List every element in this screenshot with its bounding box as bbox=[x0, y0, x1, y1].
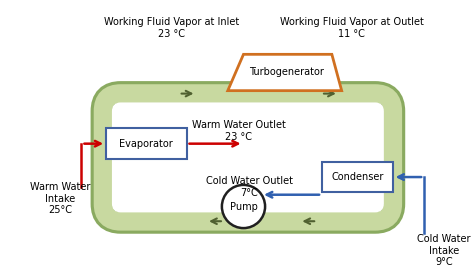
Text: Cold Water Outlet
7°C: Cold Water Outlet 7°C bbox=[206, 176, 293, 198]
Text: Turbogenerator: Turbogenerator bbox=[249, 67, 324, 77]
Text: Working Fluid Vapor at Inlet
23 °C: Working Fluid Vapor at Inlet 23 °C bbox=[104, 17, 239, 38]
FancyBboxPatch shape bbox=[322, 162, 393, 192]
Circle shape bbox=[222, 185, 265, 228]
Polygon shape bbox=[228, 54, 342, 91]
Text: Condenser: Condenser bbox=[331, 172, 383, 182]
Text: Cold Water
Intake
9°C: Cold Water Intake 9°C bbox=[417, 234, 471, 267]
Text: Working Fluid Vapor at Outlet
11 °C: Working Fluid Vapor at Outlet 11 °C bbox=[280, 17, 423, 38]
FancyBboxPatch shape bbox=[112, 102, 384, 212]
FancyBboxPatch shape bbox=[106, 128, 187, 159]
Text: Warm Water
Intake
25°C: Warm Water Intake 25°C bbox=[30, 182, 90, 215]
Text: Evaporator: Evaporator bbox=[119, 139, 173, 149]
Text: Pump: Pump bbox=[229, 202, 257, 211]
Text: Warm Water Outlet
23 °C: Warm Water Outlet 23 °C bbox=[191, 120, 285, 142]
